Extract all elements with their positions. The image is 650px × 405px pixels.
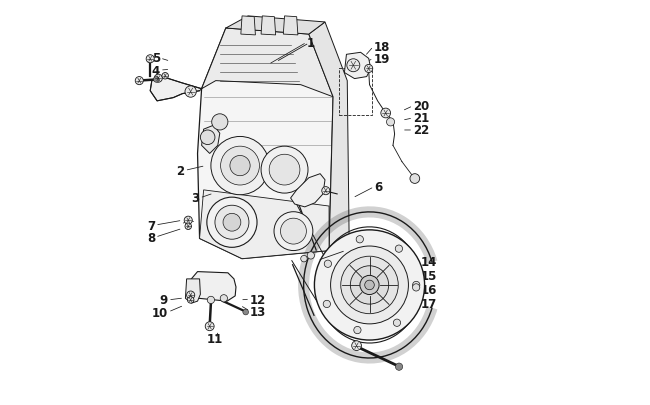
Circle shape	[347, 60, 360, 72]
Text: 3: 3	[192, 192, 200, 205]
Text: 19: 19	[374, 53, 390, 66]
Text: 7: 7	[147, 219, 155, 232]
Text: 11: 11	[207, 333, 223, 345]
Circle shape	[393, 319, 400, 326]
Text: 4: 4	[151, 64, 160, 77]
Circle shape	[356, 236, 363, 243]
Circle shape	[207, 296, 214, 304]
Circle shape	[324, 260, 332, 268]
Circle shape	[350, 266, 389, 304]
Circle shape	[187, 297, 194, 303]
Circle shape	[162, 73, 168, 80]
Circle shape	[205, 322, 214, 331]
Circle shape	[413, 284, 420, 291]
Circle shape	[365, 280, 374, 290]
Circle shape	[395, 363, 403, 371]
Polygon shape	[185, 279, 200, 303]
Circle shape	[413, 281, 420, 289]
Circle shape	[323, 301, 330, 308]
Text: 6: 6	[374, 181, 383, 194]
Text: 13: 13	[250, 305, 266, 318]
Circle shape	[301, 256, 307, 262]
Circle shape	[211, 137, 269, 195]
Circle shape	[281, 219, 306, 245]
Polygon shape	[309, 23, 349, 251]
Circle shape	[223, 214, 241, 232]
Polygon shape	[202, 126, 220, 154]
Circle shape	[274, 212, 313, 251]
Circle shape	[395, 245, 402, 253]
Polygon shape	[226, 17, 325, 35]
Circle shape	[261, 147, 308, 194]
Circle shape	[154, 75, 162, 83]
Circle shape	[354, 326, 361, 334]
Circle shape	[212, 115, 228, 131]
Polygon shape	[150, 77, 202, 102]
Polygon shape	[241, 17, 255, 36]
Circle shape	[360, 276, 379, 295]
Circle shape	[220, 147, 259, 185]
Circle shape	[243, 309, 248, 315]
Text: 10: 10	[151, 306, 168, 319]
Circle shape	[230, 156, 250, 176]
Text: 1: 1	[307, 36, 315, 49]
Polygon shape	[291, 174, 325, 207]
Circle shape	[307, 252, 315, 260]
Circle shape	[322, 187, 330, 195]
Polygon shape	[198, 29, 333, 259]
Circle shape	[220, 295, 228, 302]
Circle shape	[331, 246, 408, 324]
Text: 14: 14	[421, 256, 437, 269]
Text: 22: 22	[413, 124, 430, 137]
Circle shape	[200, 131, 215, 145]
Polygon shape	[283, 17, 298, 36]
Circle shape	[215, 206, 249, 240]
Circle shape	[269, 155, 300, 185]
Circle shape	[185, 87, 196, 98]
Text: 17: 17	[421, 297, 437, 310]
Text: 16: 16	[421, 283, 437, 296]
Polygon shape	[190, 272, 236, 301]
Text: 12: 12	[250, 293, 266, 306]
Circle shape	[365, 65, 372, 73]
Circle shape	[185, 224, 192, 230]
Text: 2: 2	[176, 164, 185, 177]
Circle shape	[187, 291, 195, 299]
Polygon shape	[344, 53, 370, 79]
Text: 8: 8	[147, 231, 155, 244]
Circle shape	[184, 217, 192, 225]
Circle shape	[146, 55, 154, 64]
Polygon shape	[261, 17, 276, 36]
Circle shape	[352, 341, 361, 351]
Circle shape	[387, 119, 395, 127]
Text: 15: 15	[421, 269, 437, 282]
Circle shape	[410, 174, 420, 184]
Circle shape	[315, 230, 424, 340]
Circle shape	[341, 257, 398, 314]
Text: 9: 9	[160, 294, 168, 307]
Circle shape	[135, 77, 144, 85]
Circle shape	[207, 198, 257, 248]
Text: 21: 21	[413, 112, 430, 125]
Polygon shape	[202, 29, 333, 98]
Polygon shape	[200, 190, 329, 259]
Text: 5: 5	[343, 245, 352, 258]
Circle shape	[153, 77, 159, 83]
Text: 18: 18	[374, 40, 390, 53]
Text: 5: 5	[151, 52, 160, 65]
Text: 20: 20	[413, 100, 430, 113]
Bar	[339, 69, 372, 116]
Circle shape	[381, 109, 391, 119]
